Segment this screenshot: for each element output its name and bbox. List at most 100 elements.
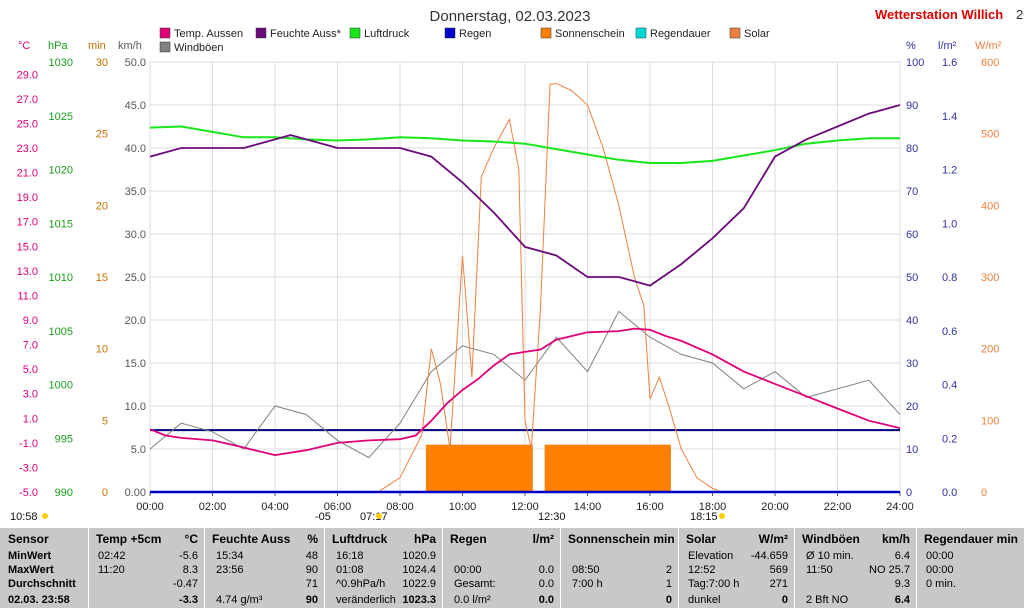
stats-column: Feuchte Auss% [204,528,325,608]
rain-tick-label: 0.0 [942,487,957,499]
stats-cell: 90 [305,594,318,606]
rain-tick-label: 1.0 [942,218,957,230]
stats-cell: 2 Bft NO [806,594,849,606]
stats-cell: 02:42 [98,550,126,562]
sun-marker-icon [376,513,382,519]
legend-swatch [729,27,741,39]
stats-cell: 48 [305,550,318,562]
stats-header: Regen [450,532,487,546]
stats-cell: dunkel [688,594,721,606]
series-line [377,82,723,493]
legend-label: Temp. Aussen [174,28,243,40]
solar-tick-label: 200 [981,344,999,356]
rain-tick-label: 1.4 [942,111,957,123]
humidity-tick-label: 50 [906,272,918,284]
axis-unit-label: hPa [48,40,68,52]
stats-column: Sonnenschein min [560,528,679,608]
pressure-tick-label: 1025 [49,111,73,123]
stats-cell: 00:00 [926,564,954,576]
sun-marker-icon [719,513,725,519]
x-tick-label: 14:00 [574,501,602,513]
stats-header: Sonnenschein min [568,532,675,546]
plot-area [149,82,901,494]
pressure-tick-label: 1030 [49,57,73,69]
temp-tick-label: 29.0 [17,69,38,81]
legend-swatch [635,27,647,39]
rain-tick-label: 1.6 [942,57,957,69]
stats-cell: 11:50 [806,564,833,576]
stats-cell: MinWert [8,550,52,562]
stats-header: Solar [686,532,717,546]
stats-cell: 0 [665,594,672,606]
sun-marker-label: 18:15 [690,511,718,523]
pressure-tick-label: 990 [55,487,73,499]
sunshine-tick-label: 15 [96,272,108,284]
stats-cell: Elevation [688,550,734,562]
axis-unit-label: l/m² [938,40,957,52]
stats-cell: 02.03. 23:58 [8,594,70,606]
humidity-tick-label: 20 [906,401,918,413]
pressure-tick-label: 1010 [49,272,73,284]
legend-label: Sonnenschein [555,28,625,40]
chart-axes: 00:00 02:00 04:00 06:00 08:00 10:00 12:00 14:00… [17,40,1002,513]
sunshine-bar [425,444,533,492]
stats-cell: 569 [769,564,788,576]
gust-tick-label: 25.0 [125,272,146,284]
x-tick-label: 06:00 [324,501,352,513]
series-line [149,104,901,287]
solar-tick-label: 600 [981,57,999,69]
stats-column: Sensor [0,528,89,608]
stats-header: hPa [413,532,436,546]
weather-chart: Donnerstag, 02.03.2023 Wetterstation Wil… [10,7,1024,523]
stats-header: Feuchte Auss [212,532,291,546]
legend-label: Regendauer [650,28,711,40]
x-tick-label: 20:00 [761,501,789,513]
stats-column: Regendauer min [916,528,1024,608]
stats-cell: ^0.9hPa/h [336,578,386,590]
stats-column: Luftdruck hPa [324,528,443,608]
legend-swatch [444,27,456,39]
legend-label: Feuchte Auss* [270,28,342,40]
series-line [149,125,900,164]
x-tick-label: 18:00 [699,501,727,513]
stats-cell: 8.3 [182,564,198,576]
x-tick-label: 08:00 [386,501,414,513]
sunshine-tick-label: 30 [96,57,108,69]
stats-cell: 01:08 [336,564,364,576]
gust-tick-label: 10.0 [125,401,146,413]
series-line [149,310,901,459]
stats-cell: 9.3 [894,578,910,590]
pressure-tick-label: 1015 [49,218,73,230]
chart-title: Donnerstag, 02.03.2023 [430,8,591,25]
rain-tick-label: 1.2 [942,165,957,177]
x-tick-label: 22:00 [824,501,852,513]
axis-unit-label: min [88,40,106,52]
temp-tick-label: 19.0 [17,192,38,204]
stats-cell: 0.0 [538,564,554,576]
stats-cell: Durchschnitt [8,578,76,590]
stats-cell: -3.3 [179,594,198,606]
axis-unit-label: % [906,40,916,52]
rain-tick-label: 0.4 [942,380,957,392]
station-name: Wetterstation Willich [875,7,1003,22]
rain-tick-label: 0.6 [942,326,957,338]
sunshine-bar [544,444,671,492]
stats-cell: 0.0 [538,594,554,606]
stats-cell: 71 [305,578,318,590]
stats-column: Regen l/m² [442,528,561,608]
temp-tick-label: 1.0 [23,413,38,425]
sun-marker-label: -05 [315,511,331,523]
sun-markers: 10:58 -05 07:17 12:30 18:15 [10,511,725,523]
sun-marker-label: 12:30 [538,511,566,523]
pressure-tick-label: 1020 [49,165,73,177]
stats-column: Solar W/m² [678,528,795,608]
solar-tick-label: 500 [981,129,999,141]
stats-cell: -44.659 [750,550,788,562]
stats-cell: 1 [665,578,672,590]
sunshine-tick-label: 25 [96,129,108,141]
gust-tick-label: 50.0 [125,57,146,69]
pressure-tick-label: 1005 [49,326,73,338]
stats-cell: 0.0 [538,578,554,590]
solar-tick-label: 400 [981,200,999,212]
stats-cell: 11:20 [98,564,125,576]
